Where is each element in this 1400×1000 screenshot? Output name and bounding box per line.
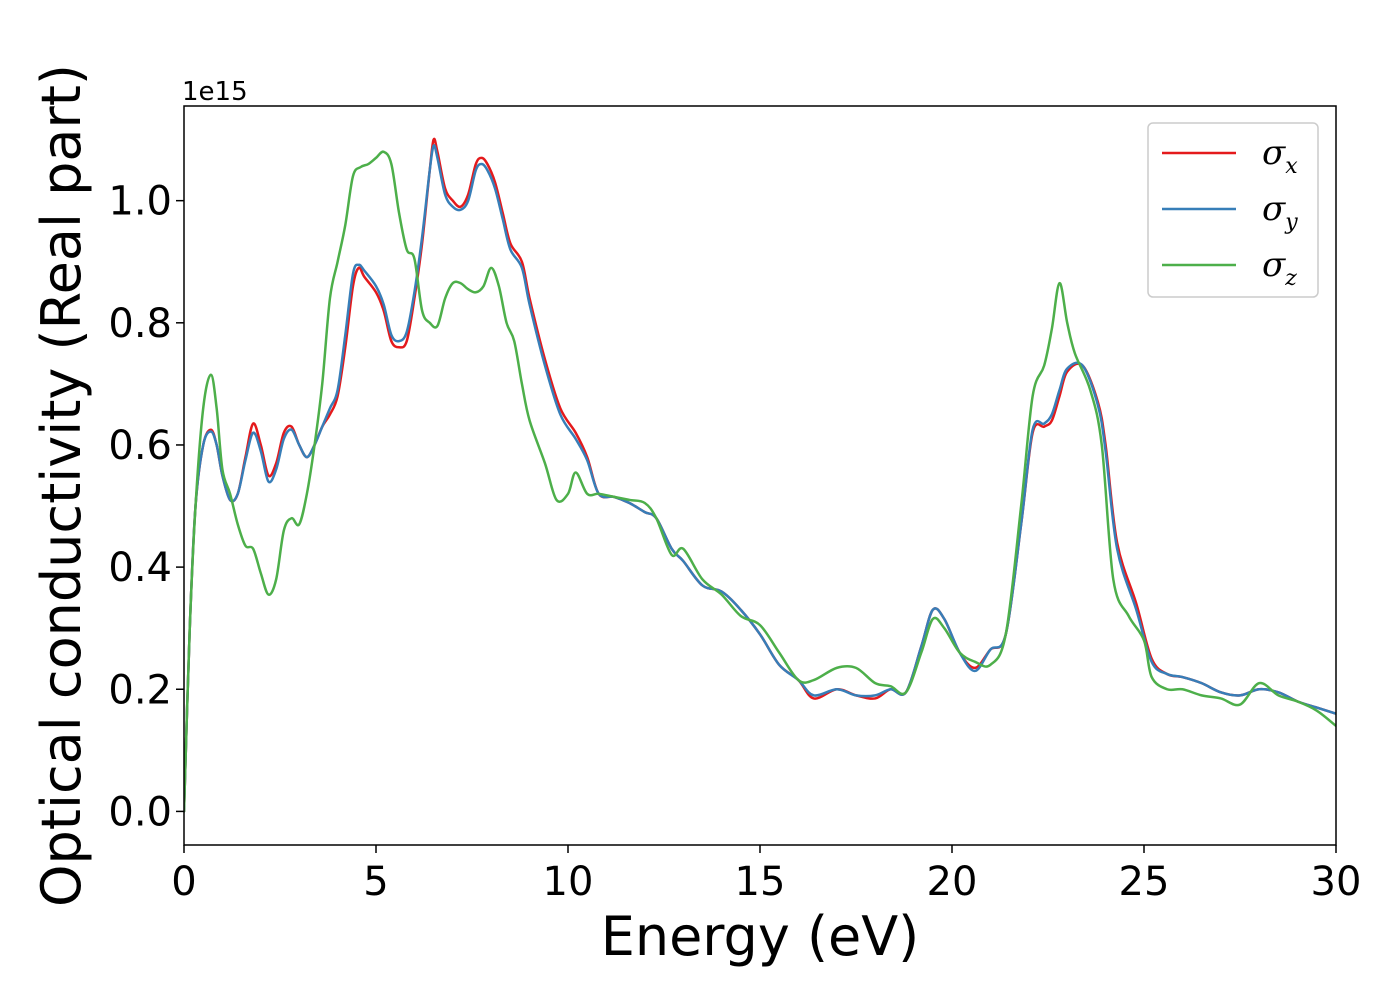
y-axis: 0.0 0.2 0.4 0.6 0.8 1.0 [108,179,184,835]
y-tick-label: 0.8 [108,301,172,347]
y-tick-label: 0.6 [108,423,172,469]
y-axis-label: Optical conductivity (Real part) [30,64,93,907]
x-tick-label: 20 [927,859,978,905]
series-line-sigma-y [184,144,1336,813]
x-tick-label: 0 [171,859,196,905]
series-layer [184,137,1336,813]
y-offset-label: 1e15 [182,77,248,107]
x-tick-label: 10 [543,859,594,905]
legend: σx σy σz [1147,122,1319,298]
x-tick-label: 15 [735,859,786,905]
legend-label: σz [1262,245,1297,291]
x-tick-label: 5 [363,859,388,905]
x-tick-label: 30 [1311,859,1362,905]
legend-label: σy [1262,189,1298,235]
legend-label: σx [1262,133,1298,179]
x-axis: 0 5 10 15 20 25 30 [171,845,1361,905]
x-axis-label: Energy (eV) [601,905,920,968]
x-tick-label: 25 [1119,859,1170,905]
y-tick-label: 0.2 [108,667,172,713]
y-tick-label: 0.4 [108,545,172,591]
y-tick-label: 1.0 [108,179,172,225]
series-line-sigma-z [184,150,1336,813]
y-tick-label: 0.0 [108,789,172,835]
